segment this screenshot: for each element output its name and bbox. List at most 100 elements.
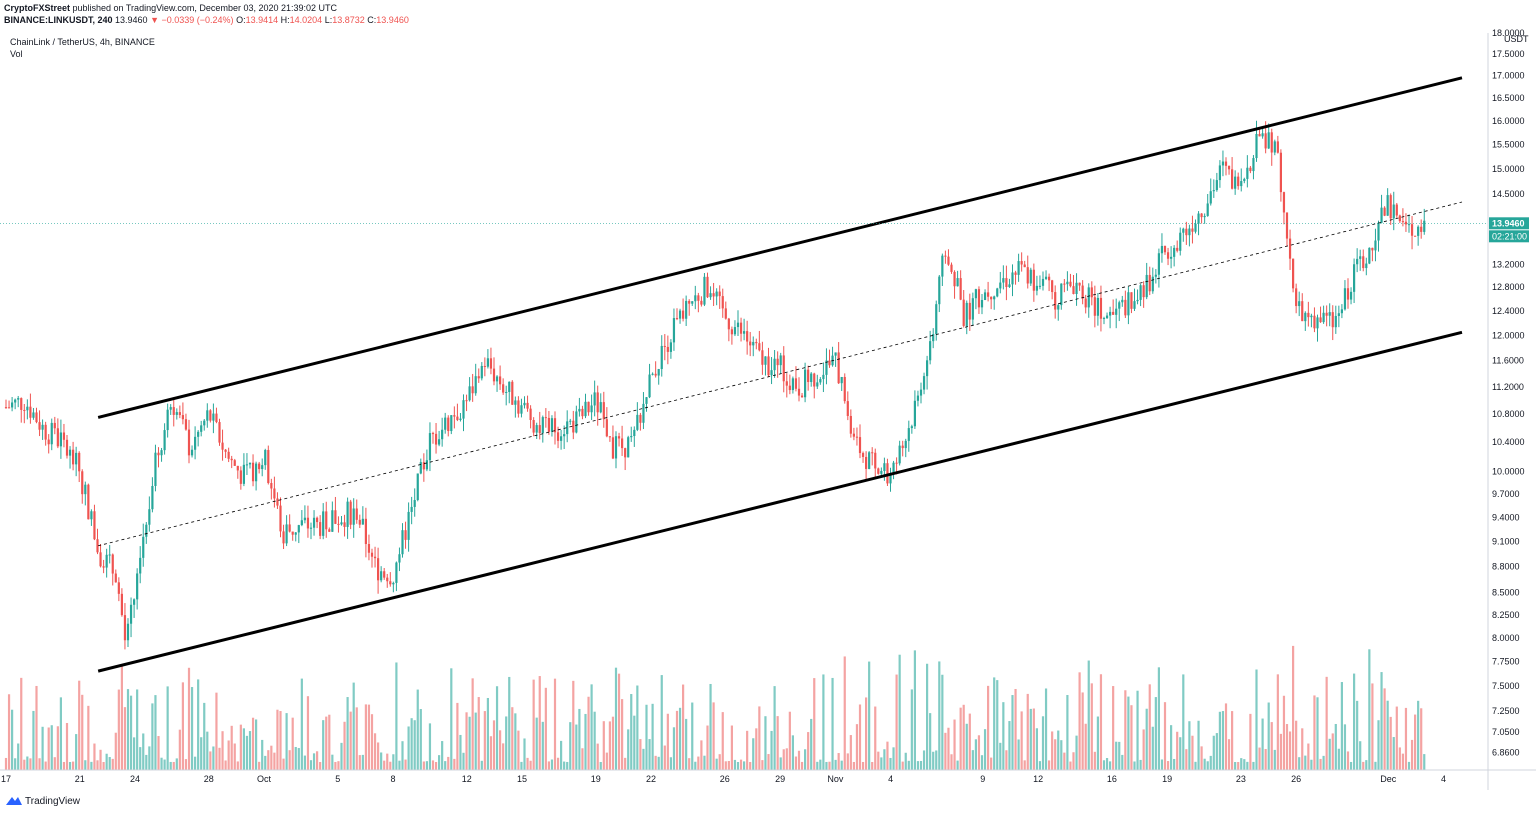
candle-body: [813, 373, 816, 387]
volume-bar: [852, 761, 855, 770]
volume-bar: [50, 725, 53, 770]
candle-body: [233, 460, 236, 466]
candle-body: [1410, 224, 1414, 236]
candle-body: [120, 593, 123, 616]
volume-bar: [1234, 761, 1237, 770]
volume-bar: [1115, 741, 1118, 770]
volume-bar: [270, 745, 273, 770]
volume-bar: [178, 729, 181, 770]
candle-body: [1243, 178, 1246, 182]
volume-bar: [218, 747, 221, 770]
volume-bar: [700, 740, 703, 770]
volume-bar: [364, 704, 367, 770]
candle-body: [1310, 315, 1313, 318]
candle-body: [1386, 195, 1389, 216]
volume-bar: [569, 722, 572, 770]
volume-bar: [840, 760, 843, 770]
candle-body: [691, 301, 694, 304]
volume-bar: [1066, 695, 1069, 770]
candle-body: [834, 352, 837, 356]
volume-bar: [129, 695, 133, 770]
volume-bar: [511, 707, 514, 770]
volume-bar: [334, 761, 337, 770]
volume-bar: [877, 751, 880, 770]
volume-bar: [102, 761, 105, 770]
candle-body: [560, 436, 563, 441]
volume-bar: [929, 713, 932, 770]
candle-body: [855, 436, 859, 438]
volume-bar: [520, 761, 523, 770]
volume-bar: [4, 757, 8, 770]
volume-bar: [1313, 695, 1316, 770]
candle-body: [1423, 220, 1426, 232]
candle-body: [874, 452, 877, 469]
volume-bar: [721, 712, 724, 770]
candle-body: [1380, 207, 1383, 223]
volume-bar: [1389, 716, 1392, 770]
candle-body: [932, 334, 935, 342]
volume-bar: [462, 752, 465, 770]
volume-bar: [1145, 708, 1148, 770]
candle-body: [59, 432, 62, 447]
candle-body: [337, 523, 340, 525]
volume-bar: [682, 684, 685, 770]
volume-bar: [221, 731, 224, 770]
candle-body: [139, 557, 142, 574]
volume-bar: [688, 758, 691, 770]
candle-body: [682, 310, 685, 319]
volume-bar: [358, 755, 361, 770]
candle-body: [26, 406, 29, 411]
candle-body: [1191, 228, 1194, 232]
candle-body: [1066, 281, 1069, 285]
price-tick-label: 12.8000: [1492, 282, 1525, 292]
volume-bar: [532, 679, 535, 770]
candle-body: [569, 420, 572, 422]
volume-bar: [712, 702, 715, 770]
candle-body: [599, 402, 602, 413]
volume-bar: [175, 758, 178, 770]
candle-body: [633, 429, 636, 437]
volume-bar: [541, 721, 544, 770]
series-title: ChainLink / TetherUS, 4h, BINANCE: [10, 37, 155, 47]
candle-body: [56, 428, 59, 447]
volume-bar: [1221, 711, 1225, 770]
volume-bar: [1334, 723, 1337, 770]
candle-body: [919, 389, 923, 396]
candle-body: [1176, 247, 1179, 251]
volume-bar: [1090, 683, 1093, 770]
volume-bar: [1404, 707, 1408, 770]
volume-bar: [1121, 754, 1124, 770]
volume-bar: [258, 761, 261, 770]
price-tick-label: 17.0000: [1492, 71, 1525, 81]
candle-body: [1063, 283, 1066, 285]
candle-body: [514, 400, 517, 405]
volume-bar: [346, 697, 349, 770]
volume-bar: [361, 754, 364, 770]
volume-bar: [404, 759, 407, 770]
volume-bar: [431, 760, 435, 770]
volume-bar: [752, 738, 755, 770]
volume-bar: [971, 750, 974, 770]
candle-body: [563, 434, 566, 437]
volume-bar: [764, 716, 767, 770]
volume-bar: [1414, 714, 1417, 770]
volume-bar: [987, 685, 990, 770]
volume-bar: [495, 686, 499, 770]
price-change: ▼ −0.0339 (−0.24%): [150, 15, 234, 25]
candle-body: [511, 381, 514, 405]
candle-body: [367, 544, 371, 553]
price-tick-label: 14.5000: [1492, 189, 1525, 199]
volume-bar: [383, 760, 386, 770]
volume-bar: [136, 689, 139, 770]
volume-bar: [1075, 735, 1078, 770]
candle-body: [1252, 158, 1255, 172]
candle-body: [749, 341, 752, 346]
candle-body: [87, 484, 90, 520]
candle-body: [529, 408, 532, 421]
volume-bar: [47, 727, 50, 770]
volume-bar: [974, 739, 977, 770]
candle-body: [1054, 292, 1057, 310]
candle-body: [1218, 165, 1221, 181]
candle-body: [1093, 297, 1096, 316]
